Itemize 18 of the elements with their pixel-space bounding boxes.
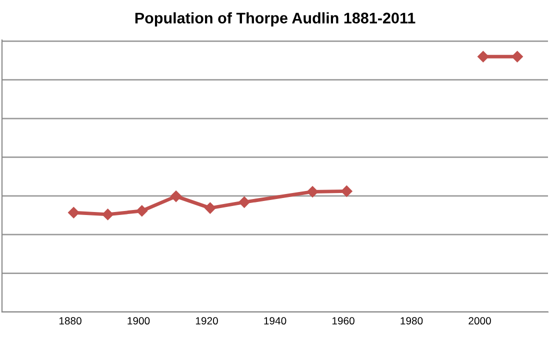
point (341, 186, 352, 197)
x-tick-label: 1980 (400, 317, 423, 325)
x-tick-label: 1880 (59, 317, 82, 325)
x-tick-label: 1960 (332, 317, 354, 325)
x-tick-label: 2000 (468, 317, 491, 325)
point (512, 50, 523, 62)
x-tick-label: 1920 (196, 317, 218, 325)
point (102, 208, 114, 220)
x-tick-label: 1940 (264, 317, 286, 325)
point (204, 202, 216, 214)
point (478, 50, 489, 62)
x-tick-label: 1900 (128, 317, 150, 325)
point (136, 205, 148, 216)
chart-title: Population of Thorpe Audlin 1881-2011 (135, 12, 416, 27)
point (238, 196, 250, 208)
point (306, 186, 318, 198)
point (170, 190, 182, 202)
point (68, 207, 80, 218)
